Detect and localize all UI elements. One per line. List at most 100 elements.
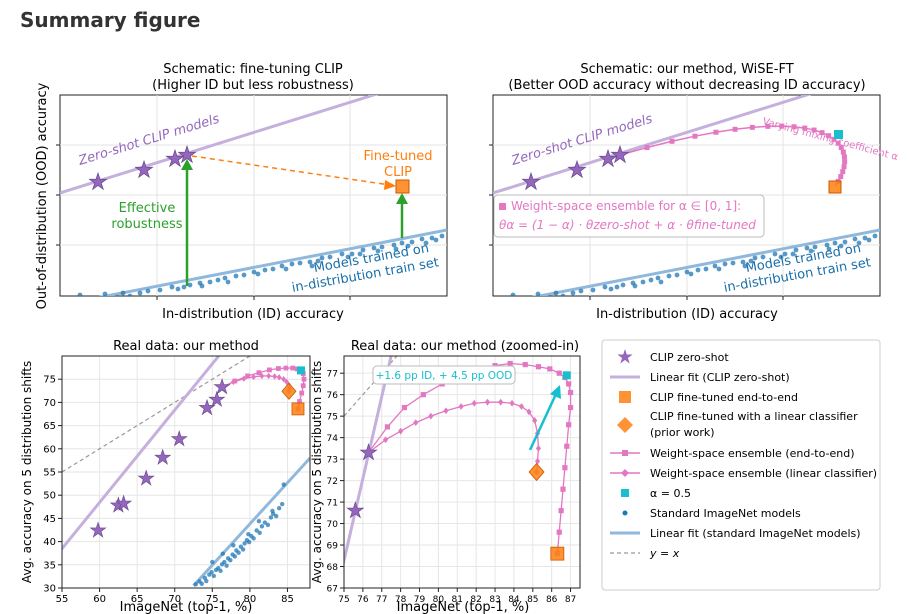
standard-model-dot — [832, 240, 838, 246]
y-tick-label: 60 — [43, 444, 56, 455]
wise-point — [732, 126, 738, 132]
y-tick-label: 70 — [327, 520, 339, 530]
wise-e2e-point — [290, 365, 296, 371]
standard-model-dot — [742, 263, 748, 269]
standard-model-dot — [608, 286, 614, 292]
legend-label: CLIP fine-tuned with a linear classifier — [650, 410, 858, 423]
legend-label: Weight-space ensemble (end-to-end) — [650, 447, 855, 460]
legend-wise-e2e: Weight-space ensemble (end-to-end) — [610, 447, 855, 460]
legend-standard-fit: Linear fit (standard ImageNet models) — [610, 527, 861, 540]
standard-model-dot — [145, 288, 151, 294]
wise-legend-box — [493, 194, 765, 238]
standard-model-dot — [393, 246, 399, 252]
panel-d-title: Real data: our method (zoomed-in) — [351, 339, 579, 354]
y-equals-x-line — [62, 356, 251, 473]
wise-e2e-point — [558, 508, 564, 514]
standard-model-dot — [862, 235, 868, 241]
standard-model-dot — [793, 247, 799, 253]
standard-model-dot — [256, 518, 262, 524]
legend-label: Linear fit (standard ImageNet models) — [650, 527, 861, 540]
wise-legend-marker — [499, 203, 506, 210]
standard-model-dot — [220, 551, 226, 556]
legend-diamond-icon — [617, 417, 633, 433]
standard-model-dot — [648, 277, 654, 283]
wise-e2e-point — [232, 378, 238, 384]
y-tick-label: 69 — [327, 542, 339, 552]
clip-zeroshot-star — [610, 144, 630, 164]
standard-model-dot — [276, 505, 282, 511]
wise-e2e-line — [368, 362, 572, 554]
wise-point — [826, 133, 832, 139]
legend-clip-ft-e2e: CLIP fine-tuned end-to-end — [619, 391, 798, 404]
y-tick-label: 67 — [327, 585, 338, 595]
panel-a-zeroshot-label: Zero-shot CLIP models — [76, 112, 222, 170]
wise-point — [838, 174, 844, 180]
standard-model-dot — [254, 528, 259, 533]
wise-e2e-point — [522, 361, 528, 368]
standard-model-dot — [210, 559, 215, 565]
wise-legend-line-2: θα = (1 − α) · θzero-shot + α · θfine-tu… — [499, 218, 756, 232]
wise-linear-point — [498, 398, 504, 406]
wise-point — [838, 145, 844, 151]
standard-model-dot — [856, 240, 862, 246]
standard-model-dot — [842, 239, 848, 245]
clip-zeroshot-star — [89, 521, 107, 538]
wise-e2e-point — [283, 365, 289, 371]
panel-b-standard-models — [510, 233, 878, 296]
wise-point — [802, 125, 808, 131]
standard-model-dot — [279, 501, 285, 507]
alpha-half-point — [562, 371, 571, 380]
standard-model-dot — [399, 240, 405, 246]
standard-model-dot — [77, 292, 83, 296]
standard-model-dot — [251, 269, 257, 275]
legend-square-icon — [622, 450, 628, 456]
legend-square-icon — [621, 489, 629, 497]
wise-e2e-point — [566, 422, 572, 428]
standard-model-dot — [666, 273, 672, 279]
x-tick-label: 85 — [527, 595, 538, 605]
page-title: Summary figure — [20, 8, 201, 32]
panel-schematic-wiseft: Schematic: our method, WiSE-FT (Better O… — [489, 62, 900, 322]
standard-model-dot — [259, 524, 265, 529]
wise-point — [831, 136, 837, 142]
standard-model-dot — [722, 261, 728, 267]
standard-model-dot — [279, 263, 285, 269]
y-tick-label: 30 — [43, 584, 56, 595]
standard-model-dot — [289, 261, 295, 267]
panel-a-subtitle: (Higher ID but less robustness) — [152, 78, 354, 93]
clip-ft-e2e-marker — [291, 402, 305, 416]
finetuned-clip-marker — [395, 179, 410, 194]
standard-model-dot — [423, 240, 429, 246]
wise-e2e-point — [556, 529, 562, 535]
standard-model-dot — [283, 266, 289, 272]
standard-model-dot — [632, 283, 638, 289]
y-tick-label: 75 — [327, 413, 338, 423]
legend-clip-zeroshot: CLIP zero-shot — [617, 349, 729, 364]
panel-c-title: Real data: our method — [113, 339, 259, 354]
panel-d-grid — [343, 356, 580, 589]
legend-label: (prior work) — [650, 426, 715, 439]
standard-model-dot — [199, 581, 204, 587]
clip-ft-linear-marker — [528, 462, 545, 482]
clip-zeroshot-star — [115, 494, 133, 511]
standard-model-dot — [246, 531, 251, 537]
x-tick-label: 79 — [414, 595, 426, 605]
wise-linear-point — [398, 427, 404, 435]
standard-model-dot — [181, 284, 187, 290]
standard-model-dot — [218, 568, 223, 574]
standard-model-dot — [778, 254, 784, 260]
y-tick-label: 75 — [43, 375, 56, 386]
panel-real-data: Real data: our method 55 60 65 70 75 80 85 30 35… — [20, 339, 311, 614]
standard-model-dot — [240, 547, 246, 552]
standard-model-dot — [251, 536, 256, 541]
standard-model-dot — [232, 554, 238, 559]
clip-zeroshot-star — [170, 430, 188, 447]
alpha-half-marker — [834, 130, 843, 139]
finetune-arrow-head — [384, 180, 396, 190]
improvement-arrow-head — [550, 385, 561, 399]
standard-model-dot — [262, 520, 268, 525]
standard-model-dot — [712, 263, 718, 269]
standard-model-dot — [658, 279, 664, 285]
standard-model-dot — [748, 258, 754, 264]
